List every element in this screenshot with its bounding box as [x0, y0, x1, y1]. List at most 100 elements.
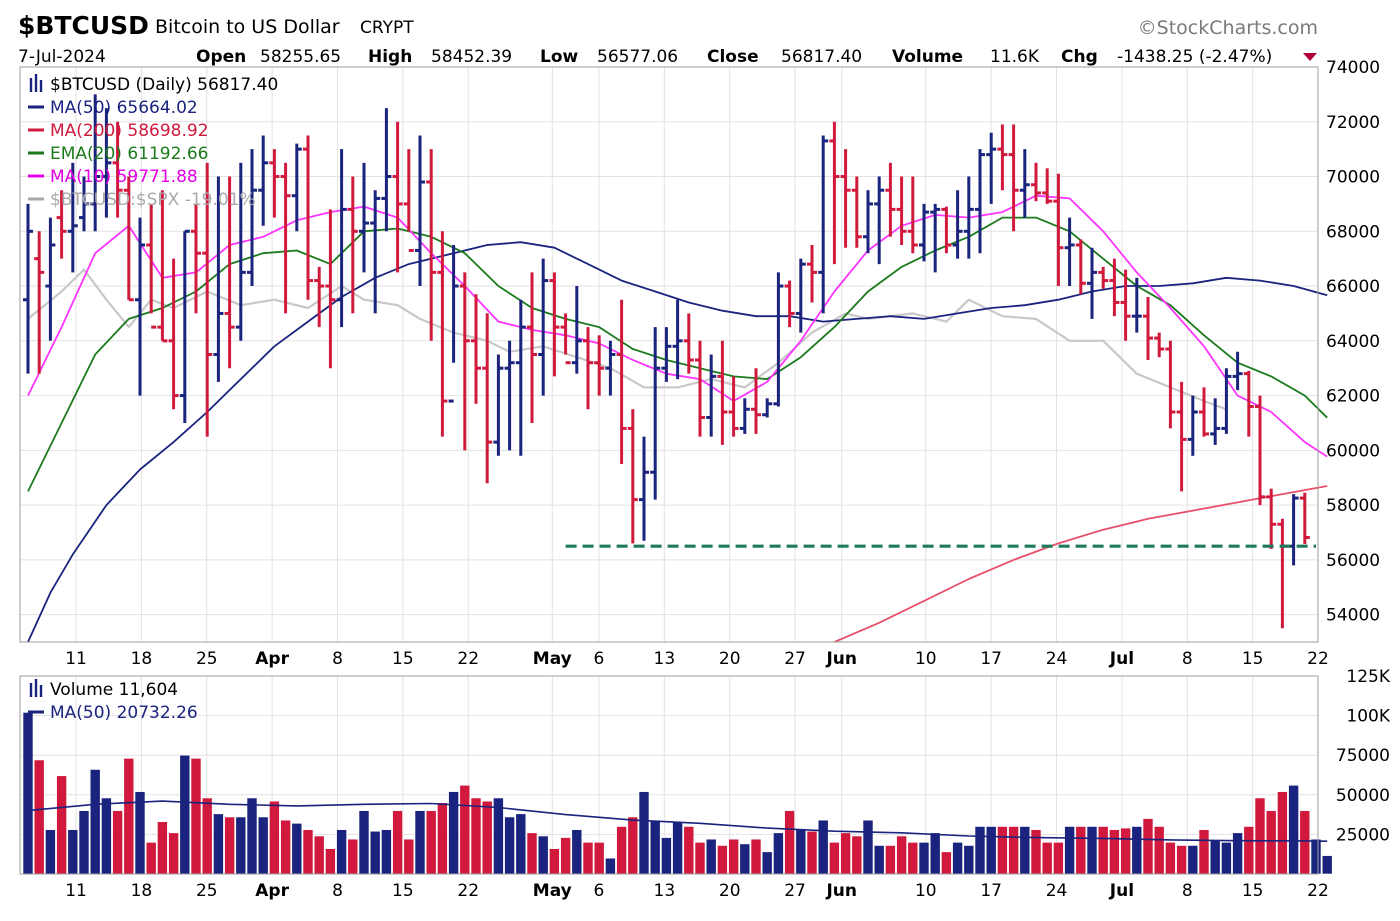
ohlc-bar: [997, 124, 1008, 191]
volume-bar: [638, 791, 650, 875]
ohlc-bar: [202, 162, 213, 437]
chg-value: -1438.25 (-2.47%): [1117, 47, 1272, 67]
ohlc-bar: [695, 340, 705, 437]
volume-bar: [829, 842, 840, 875]
volume-bar: [493, 797, 504, 875]
ohlc-bar: [504, 340, 515, 451]
volume-bar: [336, 829, 347, 875]
ohlc-bar: [135, 217, 145, 396]
ohlc-bar: [1255, 395, 1265, 506]
volume-bar: [694, 842, 706, 875]
ohlc-bar: [650, 327, 661, 500]
ohlc-bar: [303, 135, 313, 300]
ohlc-bar: [751, 368, 761, 434]
legend-label: MA(10) 59771.88: [50, 167, 198, 187]
ohlc-bar: [919, 203, 929, 262]
legend-label: EMA(20) 61192.66: [50, 144, 208, 164]
volume-bar: [414, 810, 426, 875]
ohlc-bar: [717, 340, 728, 445]
volume-bar: [761, 851, 773, 875]
volume-bar: [683, 826, 695, 875]
ohlc-bar: [840, 149, 851, 248]
price-bars-icon: [29, 74, 43, 92]
volume-bar: [1075, 826, 1087, 875]
quote-line: 7-Jul-2024 Open 58255.65 High 58452.39 L…: [18, 47, 1317, 67]
volume-bar: [437, 802, 448, 875]
price-x-tick-label: 6: [594, 649, 605, 669]
volume-bar: [929, 832, 941, 875]
volume-bar: [1097, 826, 1109, 875]
volume-bar: [1008, 826, 1019, 875]
close-value: 56817.40: [781, 47, 862, 67]
volume-x-tick-label: 17: [980, 881, 1002, 901]
price-x-tick-label: 17: [980, 649, 1002, 669]
ohlc-bar: [527, 272, 537, 423]
volume-bar: [470, 797, 482, 875]
volume-bar: [392, 810, 403, 875]
ohlc-bar: [739, 398, 750, 434]
volume-ma50-line: [27, 800, 1328, 842]
volume-bars-icon: [29, 679, 43, 697]
volume-bar: [705, 838, 717, 875]
volume-x-tick-label: 27: [784, 881, 806, 901]
price-y-tick-label: 54000: [1326, 606, 1380, 626]
ohlc-bar: [1087, 247, 1097, 319]
price-x-tick-label: Jun: [825, 649, 857, 669]
ohlc-bar: [538, 258, 549, 396]
ohlc-bar: [1221, 368, 1232, 434]
ohlc-bar: [493, 354, 504, 456]
brand-logo[interactable]: ©StockCharts.com: [1138, 17, 1318, 39]
ohlc-bar: [482, 313, 493, 484]
volume-bar: [963, 845, 975, 875]
legend-label: Volume 11,604: [50, 680, 178, 700]
ohlc-bar: [79, 176, 89, 232]
volume-bar: [1221, 842, 1232, 875]
volume-bar: [560, 837, 571, 875]
price-x-tick-label: 8: [1182, 649, 1193, 669]
volume-bar: [1165, 842, 1176, 875]
change-down-icon: [1303, 53, 1317, 61]
ohlc-bar: [683, 313, 694, 374]
volume-bar: [67, 829, 79, 875]
volume-bar: [851, 835, 863, 875]
ohlc-bar: [818, 135, 829, 314]
ohlc-bar: [829, 121, 840, 265]
volume-bar: [78, 810, 90, 875]
volume-bar: [235, 816, 247, 875]
price-x-tick-label: 15: [392, 649, 414, 669]
volume-bar: [347, 838, 359, 875]
volume-bar: [526, 832, 538, 875]
ohlc-bar: [863, 190, 873, 254]
volume-bar: [201, 797, 213, 875]
ohlc-bar: [67, 162, 78, 273]
ohlc-bar: [515, 299, 526, 456]
volume-bar: [1232, 832, 1243, 875]
ohlc-bar: [426, 149, 437, 341]
volume-bar: [56, 775, 67, 875]
volume-bar: [291, 823, 303, 875]
ohlc-bar: [146, 203, 157, 329]
volume-bar: [728, 838, 739, 875]
ohlc-bar: [157, 190, 168, 343]
ohlc-bar: [941, 206, 952, 254]
quote-date: 7-Jul-2024: [18, 47, 106, 67]
ohlc-bar: [56, 190, 67, 259]
volume-bar: [784, 810, 795, 875]
volume-bar: [190, 758, 202, 875]
ohlc-bar: [1210, 398, 1221, 445]
ohlc-bar: [90, 94, 101, 232]
price-x-tick-label: 22: [1307, 649, 1329, 669]
price-y-tick-label: 66000: [1326, 277, 1380, 297]
volume-bar: [717, 845, 728, 875]
volume-bar: [1243, 826, 1255, 875]
ohlc-bar: [560, 313, 571, 365]
volume-x-tick-label: 15: [392, 881, 414, 901]
ohlc-bar: [728, 376, 739, 437]
price-y-tick-label: 72000: [1326, 113, 1380, 133]
ohlc-bar: [1042, 168, 1053, 204]
volume-bar: [22, 712, 34, 875]
ohlc-bar: [627, 409, 638, 544]
ohlc-bar: [885, 162, 896, 237]
price-y-tick-label: 68000: [1326, 222, 1380, 242]
